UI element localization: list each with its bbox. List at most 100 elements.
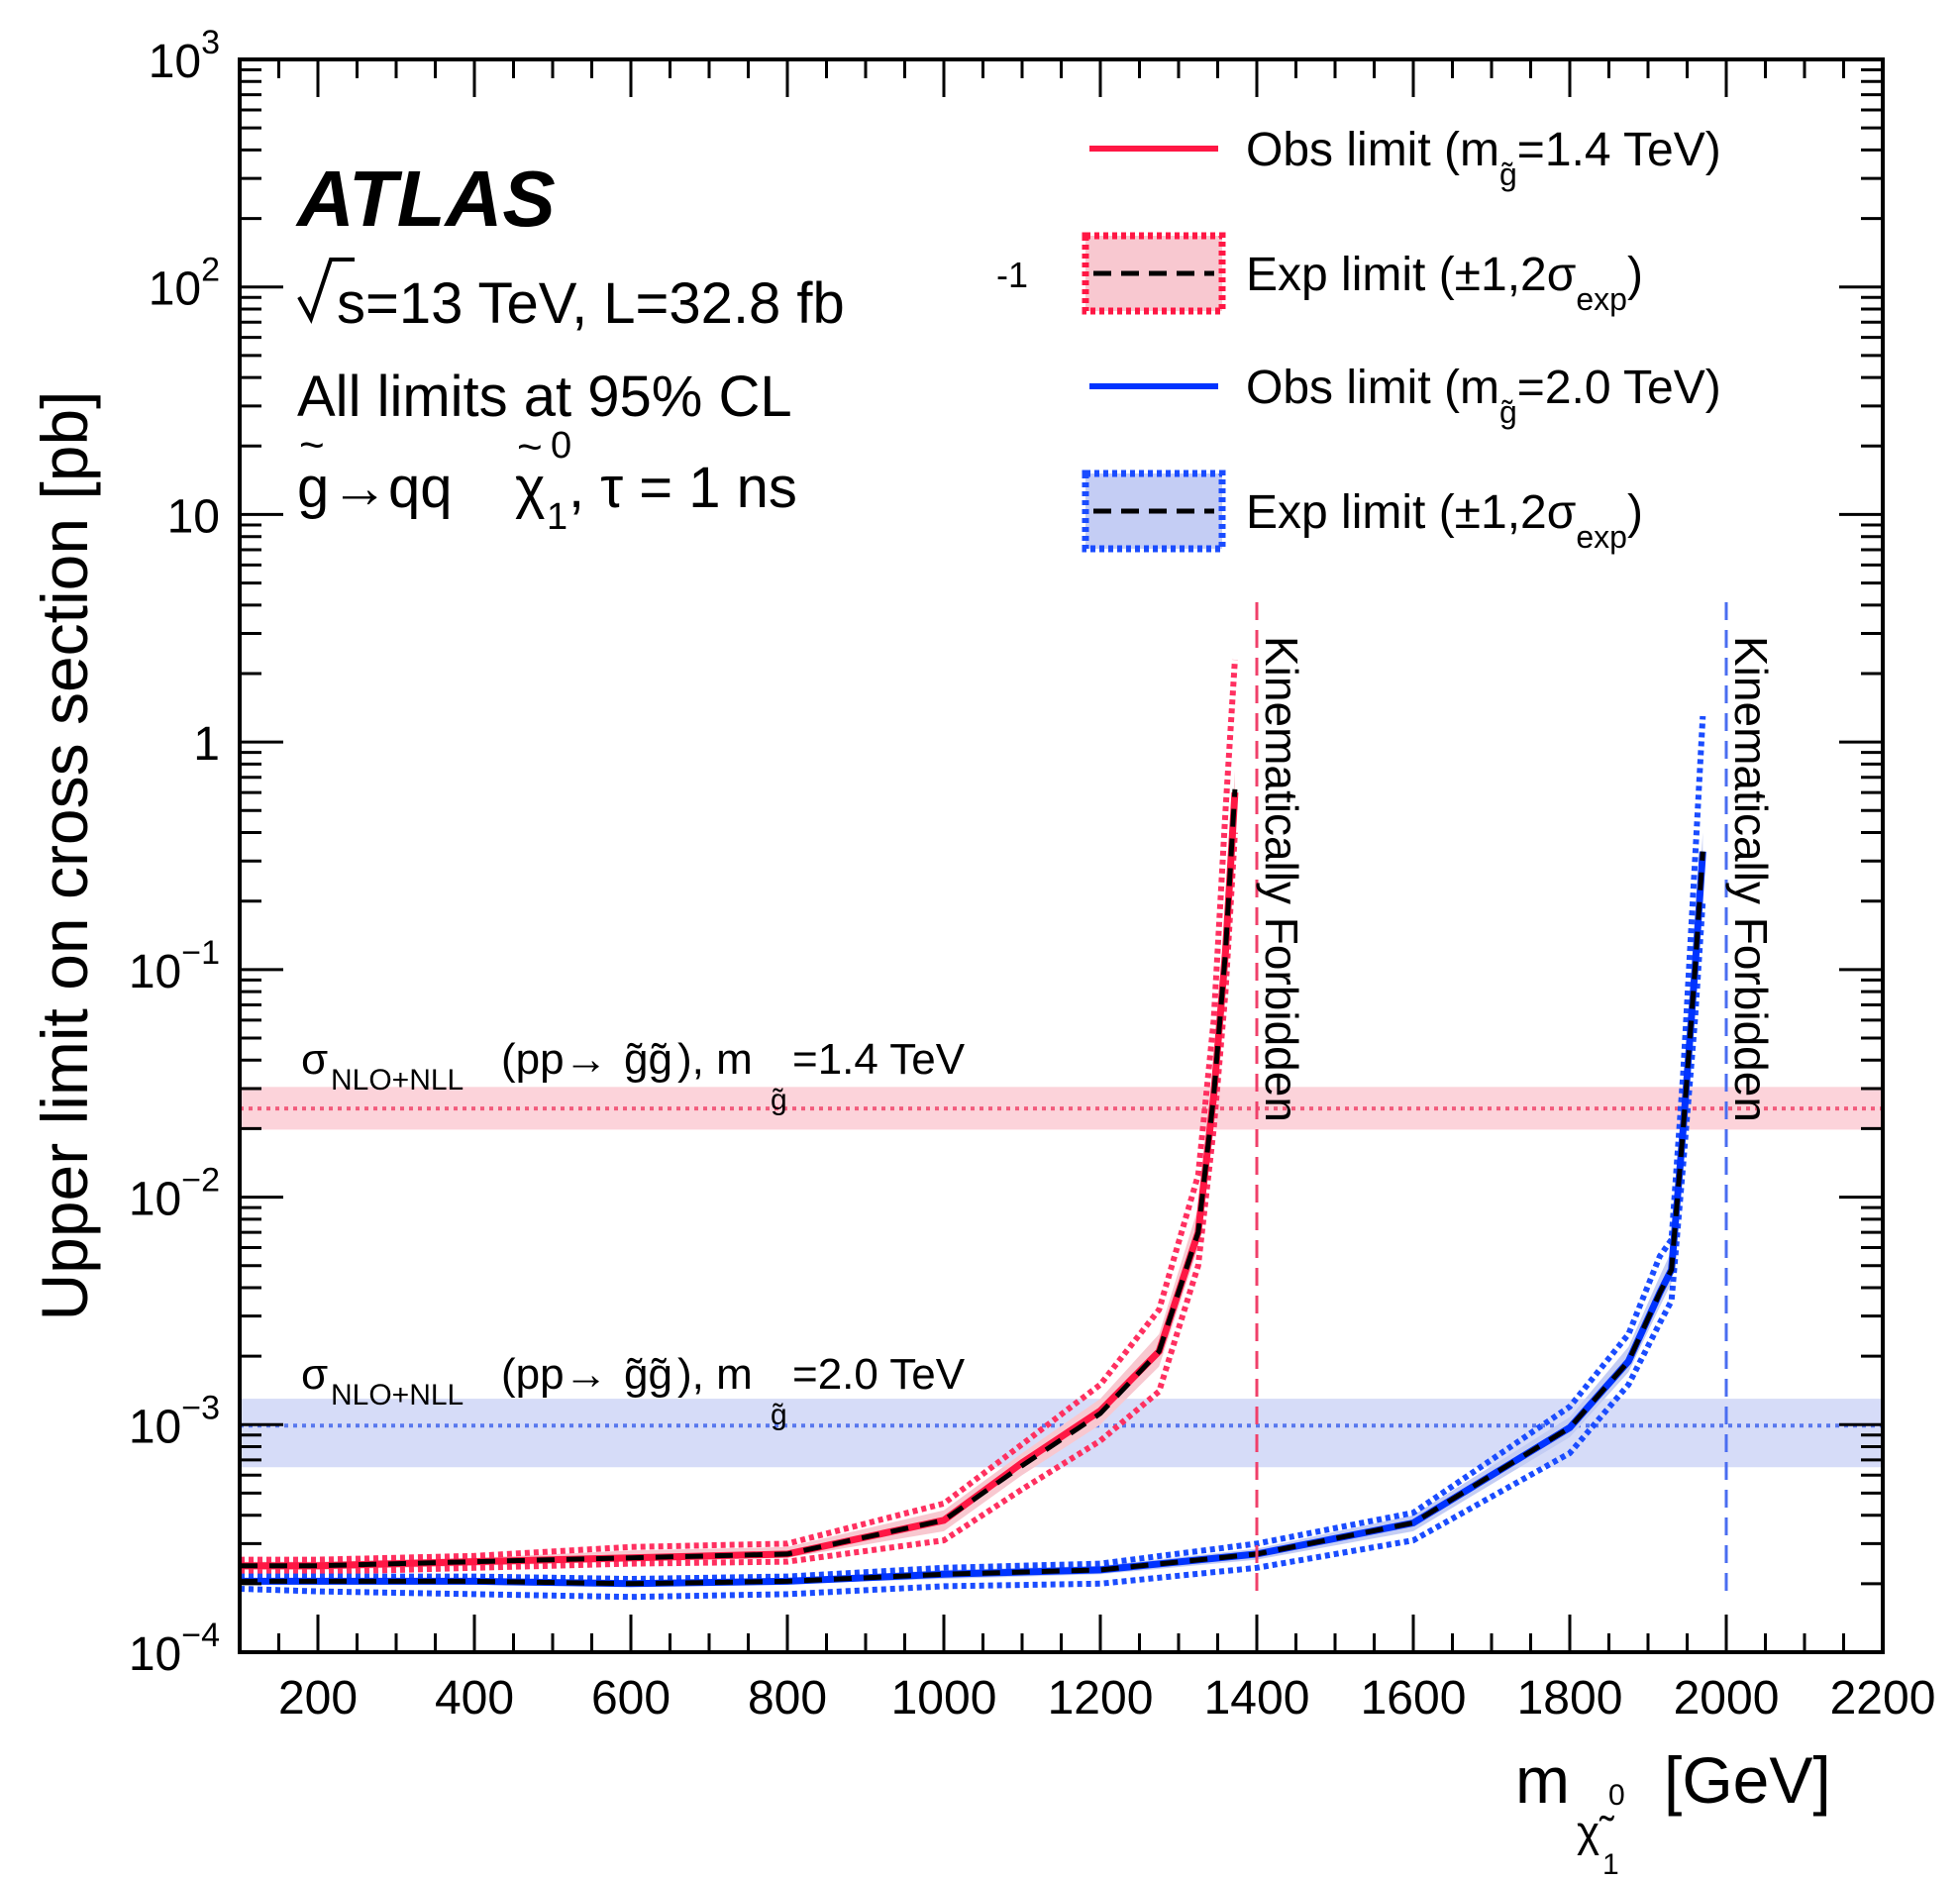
xsec-red-sub: NLO+NLL: [331, 1064, 464, 1097]
x-tick-label: 1000: [891, 1672, 997, 1725]
process-gluino-tilde: ~: [299, 421, 325, 470]
x-tick-label: 2000: [1674, 1672, 1780, 1725]
x-tick-label: 2200: [1830, 1672, 1936, 1725]
xsec-red-end: ), m: [677, 1035, 753, 1084]
legend-sub: g̃: [1499, 157, 1517, 192]
xsec-red-val: =1.4 TeV: [792, 1035, 966, 1084]
process-chi-sup: 0: [551, 425, 571, 467]
x-tick-label: 1600: [1361, 1672, 1467, 1725]
axis-tick-labels: 200 400 600 800 1000 1200 1400 1600 1800 2000 2200…: [129, 24, 1936, 1725]
xsec-red-mid: (pp→: [501, 1035, 608, 1084]
process-gluino: g: [297, 456, 329, 520]
legend-label-0: Obs limit (mg̃=1.4 TeV): [1246, 124, 1721, 192]
legend-tail: =1.4 TeV): [1517, 124, 1721, 176]
xsec-red-sigma: σ: [301, 1035, 328, 1084]
y-tick-exponent: −1: [181, 934, 220, 972]
cl-label: All limits at 95% CL: [297, 365, 792, 429]
xsec-blue-val: =2.0 TeV: [792, 1350, 966, 1399]
y-tick-base: 10: [129, 1401, 181, 1453]
y-tick-exponent: 2: [201, 252, 220, 289]
legend-sub: g̃: [1499, 394, 1517, 430]
exp-line-1: [240, 851, 1705, 1587]
xsec-blue-gg: g̃g̃: [624, 1350, 672, 1399]
energy-lumi-text: s=13 TeV, L=32.8 fb: [337, 271, 845, 336]
y-tick-exponent: −2: [181, 1162, 220, 1200]
legend-text: Obs limit (m: [1246, 362, 1499, 414]
y-tick-base: 10: [167, 490, 220, 543]
legend-text: Exp limit (±1,2σ: [1246, 249, 1576, 301]
x-tick-label: 1200: [1048, 1672, 1154, 1725]
y-tick-label: 10−3: [129, 1389, 220, 1453]
process-chi: χ: [515, 456, 545, 520]
xsec-label-red: σ NLO+NLL (pp→ g̃g̃ ), m g̃ =1.4 TeV: [301, 1035, 966, 1116]
y-axis-title: Upper limit on cross section [pb]: [28, 390, 101, 1320]
xsec-blue-msub: g̃: [771, 1399, 787, 1431]
legend-label-3: Exp limit (±1,2σexp): [1246, 486, 1643, 555]
xsec-label-blue: σ NLO+NLL (pp→ g̃g̃ ), m g̃ =2.0 TeV: [301, 1350, 966, 1431]
x-tick-label: 1400: [1204, 1672, 1310, 1725]
sqrt-icon: [297, 258, 355, 324]
exp-line-0: [240, 788, 1238, 1569]
energy-lumi-label: s=13 TeV, L=32.8 fb -1: [297, 255, 1028, 336]
limit-series: [239, 659, 1706, 1601]
y-tick-base: 10: [149, 263, 201, 316]
y-tick-base: 10: [129, 1628, 181, 1681]
y-tick-exponent: −4: [181, 1617, 220, 1654]
legend-text: Obs limit (m: [1246, 124, 1499, 176]
x-tick-label: 400: [435, 1672, 514, 1725]
x-tick-label: 600: [591, 1672, 671, 1725]
x-axis-title-m: m: [1515, 1743, 1570, 1817]
xsec-blue-mid: (pp→: [501, 1350, 608, 1399]
y-tick-label: 102: [149, 252, 220, 316]
legend-text: Exp limit (±1,2σ: [1246, 486, 1576, 539]
y-tick-label: 10−4: [129, 1617, 220, 1681]
legend-tail: ): [1627, 249, 1643, 301]
y-tick-base: 10: [149, 36, 201, 88]
x-tick-label: 800: [748, 1672, 827, 1725]
xsec-red-msub: g̃: [771, 1084, 787, 1116]
legend: Obs limit (mg̃=1.4 TeV)Exp limit (±1,2σe…: [1082, 124, 1721, 555]
y-tick-base: 10: [129, 1174, 181, 1226]
xsec-blue-end: ), m: [677, 1350, 753, 1399]
process-chi-tilde: ~: [517, 423, 543, 471]
xsec-blue-sub: NLO+NLL: [331, 1379, 464, 1412]
y-tick-exponent: 3: [201, 24, 220, 61]
y-tick-label: 10−1: [129, 934, 220, 998]
x-tick-label: 1800: [1517, 1672, 1623, 1725]
x-axis-title-unit: [GeV]: [1664, 1743, 1831, 1817]
exp-band-2sigma-down-0: [240, 832, 1238, 1576]
process-tail: , τ = 1 ns: [568, 456, 797, 520]
process-label: g ~ →qq χ ~ 0 1 , τ = 1 ns: [297, 421, 797, 538]
x-axis-title: m χ̃ 0 1 [GeV]: [1515, 1743, 1831, 1881]
legend-label-2: Obs limit (mg̃=2.0 TeV): [1246, 362, 1721, 430]
xsec-red-gg: g̃g̃: [624, 1035, 672, 1084]
y-tick-label: 1: [193, 718, 220, 771]
energy-lumi-sup: -1: [996, 255, 1028, 295]
atlas-label: ATLAS: [295, 155, 556, 243]
exp-band-2sigma-up-0: [240, 659, 1238, 1563]
legend-sub: exp: [1576, 281, 1627, 317]
x-tick-label: 200: [278, 1672, 358, 1725]
legend-tail: ): [1627, 486, 1643, 539]
kinematic-forbidden-label-red: Kinematically Forbidden: [1256, 636, 1307, 1122]
exp-band-2sigma-up-1: [240, 715, 1706, 1583]
y-tick-label: 103: [149, 24, 220, 88]
kinematic-forbidden-label-blue: Kinematically Forbidden: [1725, 636, 1777, 1122]
legend-tail: =2.0 TeV): [1517, 362, 1721, 414]
x-axis-title-chi-sup: 0: [1608, 1779, 1625, 1812]
xsec-bands: [240, 1087, 1883, 1468]
legend-sub: exp: [1576, 519, 1627, 555]
legend-label-1: Exp limit (±1,2σexp): [1246, 249, 1643, 317]
process-chi-sub: 1: [547, 496, 567, 538]
y-tick-base: 10: [129, 946, 181, 998]
y-tick-label: 10: [167, 490, 220, 543]
x-axis-title-chi-sub: 1: [1602, 1848, 1619, 1881]
process-arrow-qq: →qq: [331, 456, 453, 520]
xsec-blue-sigma: σ: [301, 1350, 328, 1399]
y-tick-base: 1: [193, 718, 220, 771]
y-tick-label: 10−2: [129, 1162, 220, 1226]
axis-ticks: [238, 57, 1885, 1654]
y-tick-exponent: −3: [181, 1389, 220, 1426]
